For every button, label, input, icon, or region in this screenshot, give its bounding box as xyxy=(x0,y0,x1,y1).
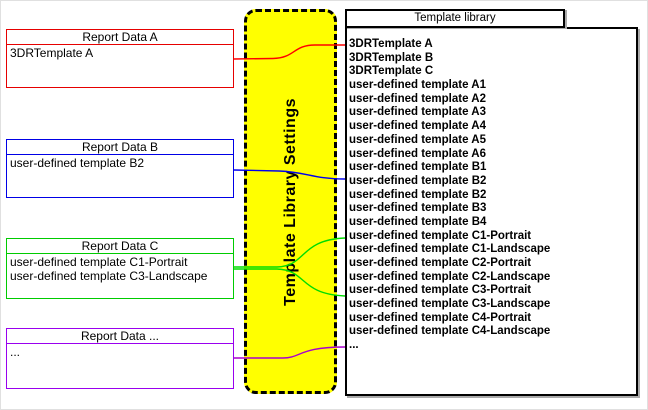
library-item: user-defined template B1 xyxy=(349,161,487,174)
report-data-c-box: Report Data C user-defined template C1-P… xyxy=(6,238,234,299)
library-item: user-defined template C2-Portrait xyxy=(349,257,532,269)
library-item: ... xyxy=(349,339,359,352)
library-item: 3DRTemplate C xyxy=(349,65,434,78)
report-data-b-item: user-defined template B2 xyxy=(10,156,145,170)
settings-panel-label: Template Library Settings xyxy=(281,97,299,306)
report-data-c-title: Report Data C xyxy=(7,239,233,254)
library-item: user-defined template B2 xyxy=(349,174,487,187)
library-item: user-defined template C2-Landscape xyxy=(349,270,551,283)
report-data-more-item: ... xyxy=(10,345,21,359)
report-data-b-box: Report Data B user-defined template B2 xyxy=(6,139,234,198)
library-item: user-defined template A5 xyxy=(349,133,486,146)
report-data-c-item: user-defined template C1-Portrait xyxy=(10,255,188,269)
library-item: user-defined template C3-Portrait xyxy=(349,284,532,297)
library-item: user-defined template C4-Landscape xyxy=(349,325,551,338)
library-item: user-defined template C3-Landscape xyxy=(349,298,551,311)
report-data-more-title: Report Data ... xyxy=(7,329,233,344)
template-library-settings-panel: Template Library Settings xyxy=(244,9,337,394)
library-item: user-defined template A6 xyxy=(349,147,486,160)
report-data-a-title: Report Data A xyxy=(7,30,233,45)
library-item: user-defined template A4 xyxy=(349,120,486,133)
library-item: user-defined template C4-Portrait xyxy=(349,311,532,324)
library-item: user-defined template B2 xyxy=(349,188,487,201)
report-data-more-box: Report Data ... ... xyxy=(6,328,234,389)
library-item: user-defined template A1 xyxy=(349,79,486,92)
report-data-a-box: Report Data A 3DRTemplate A xyxy=(6,29,234,88)
library-item: 3DRTemplate A xyxy=(349,38,433,50)
library-item: 3DRTemplate B xyxy=(349,51,434,64)
library-item: user-defined template C1-Landscape xyxy=(349,243,551,256)
library-item: user-defined template B4 xyxy=(349,215,487,228)
library-item: user-defined template B3 xyxy=(349,202,487,215)
template-library-list: 3DRTemplate A 3DRTemplate B 3DRTemplate … xyxy=(345,27,638,396)
report-data-b-title: Report Data B xyxy=(7,140,233,155)
library-item: user-defined template C1-Portrait xyxy=(349,229,532,242)
report-data-a-item: 3DRTemplate A xyxy=(10,46,94,60)
template-library-title: Template library xyxy=(345,9,565,28)
library-item: user-defined template A2 xyxy=(349,92,486,105)
library-item: user-defined template A3 xyxy=(349,106,486,119)
report-data-c-item: user-defined template C3-Landscape xyxy=(10,269,208,283)
